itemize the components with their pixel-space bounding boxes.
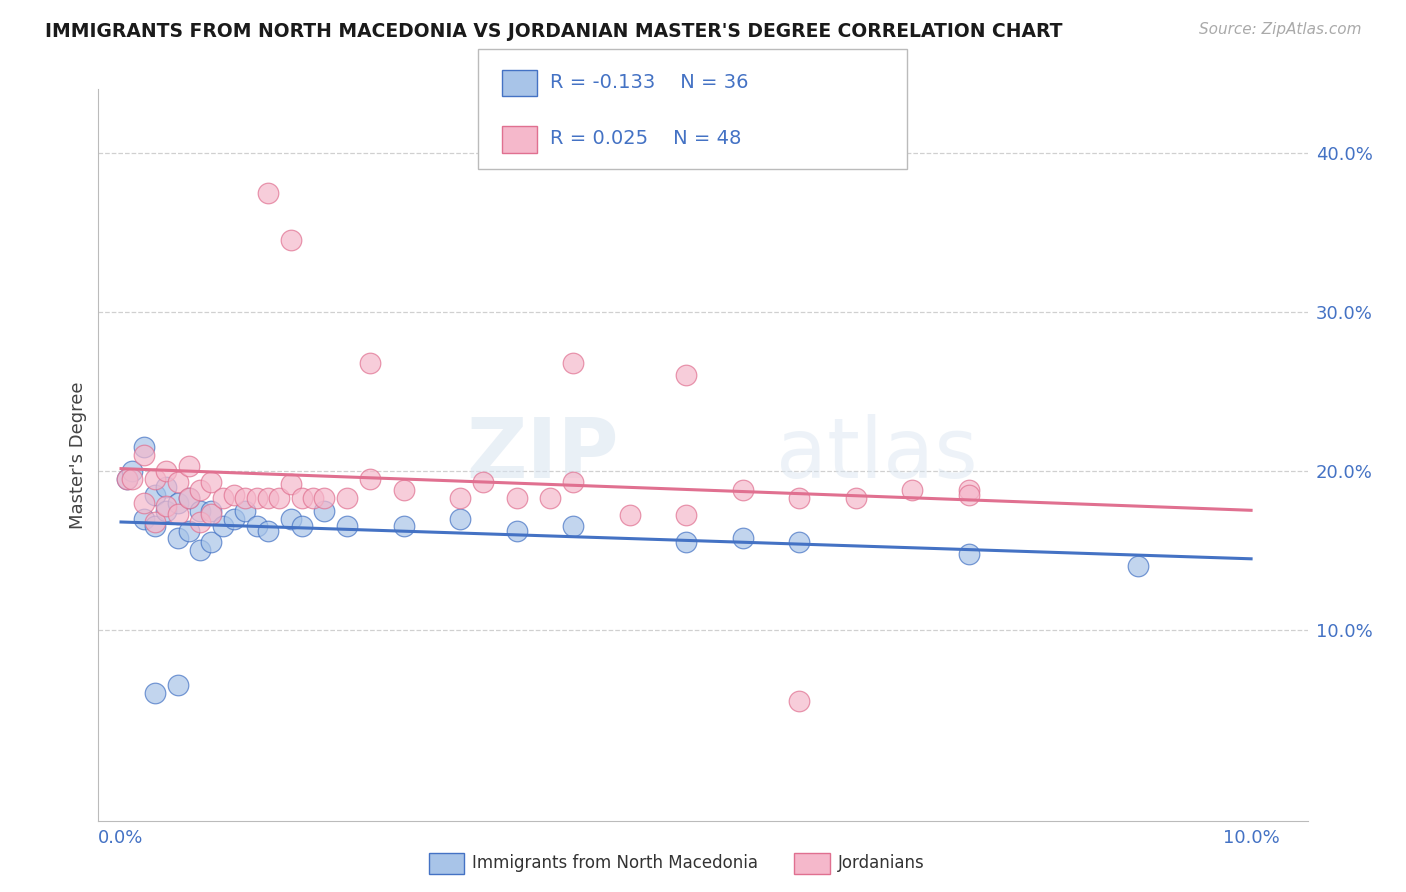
Text: Jordanians: Jordanians [838,855,925,872]
Point [302,491,325,505]
Point [787,535,810,549]
Y-axis label: Master's Degree: Master's Degree [69,381,87,529]
Text: IMMIGRANTS FROM NORTH MACEDONIA VS JORDANIAN MASTER'S DEGREE CORRELATION CHART: IMMIGRANTS FROM NORTH MACEDONIA VS JORDA… [45,22,1063,41]
Point [675,368,697,383]
Point [200,535,222,549]
Point [246,491,269,505]
Point [188,515,211,529]
Point [675,535,697,549]
Point [257,186,280,200]
Point [314,491,336,505]
Point [359,472,381,486]
Point [177,458,200,473]
Point [538,491,561,505]
Point [246,519,269,533]
Point [188,483,211,497]
Point [132,448,155,462]
Point [291,519,314,533]
Point [731,483,754,497]
Text: R = -0.133    N = 36: R = -0.133 N = 36 [550,73,748,93]
Point [143,519,166,533]
Point [177,491,200,505]
Point [143,515,166,529]
Point [132,511,155,525]
Point [449,511,471,525]
Point [562,519,585,533]
Point [200,503,222,517]
Point [121,472,143,486]
Text: Immigrants from North Macedonia: Immigrants from North Macedonia [472,855,758,872]
Point [471,475,494,489]
Point [359,356,381,370]
Point [787,694,810,708]
Point [449,491,471,505]
Point [336,491,359,505]
Point [188,543,211,558]
Point [222,511,245,525]
Point [562,356,585,370]
Point [177,524,200,539]
Point [731,531,754,545]
Point [143,472,166,486]
Point [211,519,233,533]
Point [562,475,585,489]
Point [314,503,336,517]
Point [143,686,166,700]
Point [257,491,280,505]
Point [188,503,211,517]
Point [845,491,868,505]
Point [957,483,980,497]
Point [619,508,641,523]
Point [132,495,155,509]
Point [675,508,697,523]
Point [787,491,810,505]
Text: Source: ZipAtlas.com: Source: ZipAtlas.com [1198,22,1361,37]
Text: ZIP: ZIP [465,415,619,495]
Point [1126,559,1149,574]
Point [166,475,188,489]
Point [269,491,291,505]
Point [211,491,233,505]
Point [392,519,415,533]
Point [166,678,188,692]
Point [505,524,527,539]
Point [155,503,177,517]
Point [166,495,188,509]
Point [392,483,415,497]
Point [177,491,200,505]
Point [257,524,280,539]
Point [200,507,222,521]
Point [291,491,314,505]
Point [166,531,188,545]
Point [233,491,256,505]
Point [901,483,924,497]
Point [957,547,980,561]
Point [115,472,138,486]
Point [957,488,980,502]
Point [200,475,222,489]
Point [336,519,359,533]
Point [132,440,155,454]
Point [280,476,302,491]
Point [166,507,188,521]
Point [280,511,302,525]
Point [222,488,245,502]
Point [155,499,177,513]
Point [155,480,177,494]
Point [280,233,302,247]
Point [155,464,177,478]
Point [121,464,143,478]
Point [143,488,166,502]
Point [233,503,256,517]
Point [115,472,138,486]
Text: atlas: atlas [776,415,977,495]
Point [505,491,527,505]
Text: R = 0.025    N = 48: R = 0.025 N = 48 [550,128,741,148]
